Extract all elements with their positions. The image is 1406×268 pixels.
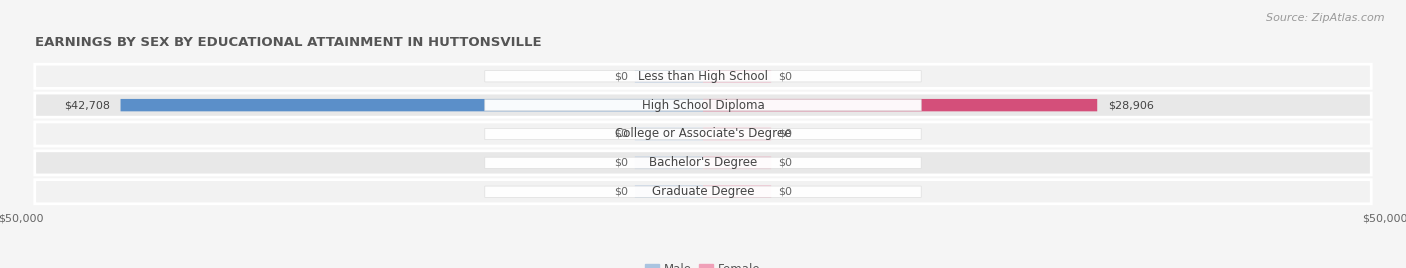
Text: Less than High School: Less than High School: [638, 70, 768, 83]
FancyBboxPatch shape: [703, 70, 772, 83]
Text: $0: $0: [614, 129, 628, 139]
Text: Bachelor's Degree: Bachelor's Degree: [650, 156, 756, 169]
Text: EARNINGS BY SEX BY EDUCATIONAL ATTAINMENT IN HUTTONSVILLE: EARNINGS BY SEX BY EDUCATIONAL ATTAINMEN…: [35, 36, 541, 49]
Text: $0: $0: [614, 158, 628, 168]
FancyBboxPatch shape: [703, 157, 772, 169]
FancyBboxPatch shape: [634, 70, 703, 83]
FancyBboxPatch shape: [485, 186, 921, 197]
Text: $42,708: $42,708: [63, 100, 110, 110]
Text: College or Associate's Degree: College or Associate's Degree: [614, 128, 792, 140]
FancyBboxPatch shape: [703, 99, 1097, 111]
FancyBboxPatch shape: [485, 99, 921, 111]
Text: Graduate Degree: Graduate Degree: [652, 185, 754, 198]
FancyBboxPatch shape: [35, 64, 1371, 88]
FancyBboxPatch shape: [35, 122, 1371, 146]
Text: $0: $0: [778, 187, 792, 197]
FancyBboxPatch shape: [35, 151, 1371, 175]
FancyBboxPatch shape: [634, 185, 703, 198]
Text: $0: $0: [778, 129, 792, 139]
Text: $0: $0: [614, 187, 628, 197]
Text: Source: ZipAtlas.com: Source: ZipAtlas.com: [1267, 13, 1385, 23]
Text: $0: $0: [778, 158, 792, 168]
Text: $28,906: $28,906: [1108, 100, 1154, 110]
FancyBboxPatch shape: [634, 128, 703, 140]
Text: $0: $0: [614, 71, 628, 81]
FancyBboxPatch shape: [703, 128, 772, 140]
Text: $0: $0: [778, 71, 792, 81]
FancyBboxPatch shape: [35, 180, 1371, 204]
FancyBboxPatch shape: [485, 71, 921, 82]
Legend: Male, Female: Male, Female: [641, 259, 765, 268]
Text: High School Diploma: High School Diploma: [641, 99, 765, 112]
FancyBboxPatch shape: [703, 185, 772, 198]
FancyBboxPatch shape: [485, 157, 921, 169]
FancyBboxPatch shape: [35, 93, 1371, 117]
FancyBboxPatch shape: [485, 128, 921, 140]
FancyBboxPatch shape: [634, 157, 703, 169]
FancyBboxPatch shape: [121, 99, 703, 111]
